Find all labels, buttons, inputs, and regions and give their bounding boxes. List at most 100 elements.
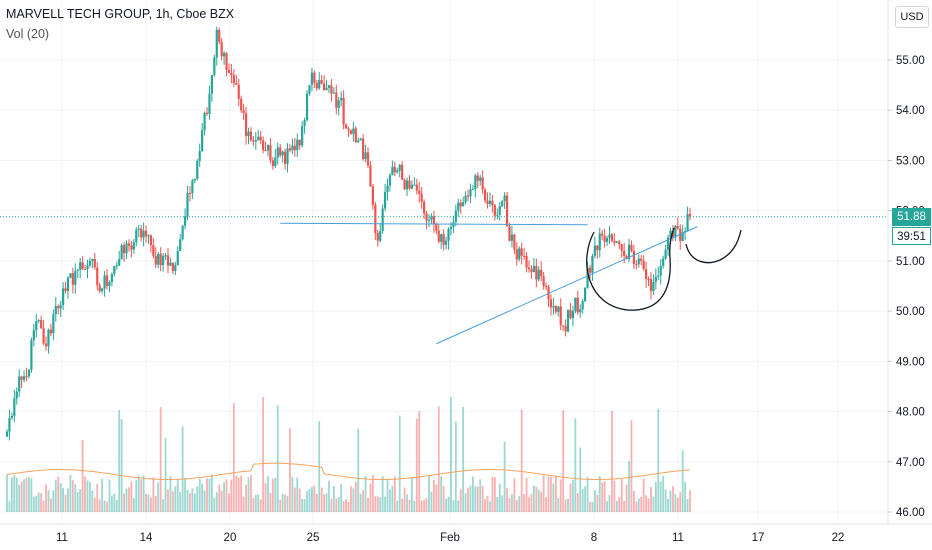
volume-bar: [542, 475, 545, 512]
candle: [42, 320, 45, 346]
candle: [220, 37, 223, 61]
candle: [574, 297, 577, 314]
volume-bar: [250, 475, 252, 512]
candle: [83, 264, 87, 270]
candle: [152, 238, 155, 259]
currency-button[interactable]: USD: [895, 6, 929, 28]
candle: [59, 300, 62, 318]
candle: [281, 150, 284, 163]
candle: [457, 198, 460, 217]
volume-bar: [408, 499, 411, 512]
volume-bar: [432, 479, 435, 512]
candle: [142, 222, 145, 247]
candle: [632, 244, 635, 269]
candle: [86, 259, 89, 279]
volume-bar: [376, 496, 379, 512]
volume-bar: [632, 490, 635, 512]
candle: [188, 185, 192, 202]
volume-bar: [176, 478, 179, 512]
volume-bar: [672, 486, 674, 512]
candle: [159, 247, 162, 272]
volume-bar: [84, 476, 86, 512]
volume-bar: [347, 501, 350, 512]
candle: [313, 70, 316, 89]
volume-bar: [537, 489, 540, 512]
volume-bar: [503, 441, 506, 512]
volume-bar: [489, 501, 491, 512]
volume-bar: [76, 492, 79, 512]
volume-bar: [523, 494, 526, 512]
volume-bar: [479, 479, 482, 512]
volume-bar: [613, 480, 616, 512]
candle: [52, 309, 55, 341]
volume-bar: [642, 478, 645, 512]
candle: [96, 262, 99, 291]
candle: [554, 305, 557, 315]
candle: [235, 74, 238, 85]
candle: [352, 121, 355, 142]
candle: [674, 225, 677, 242]
candle: [183, 208, 187, 230]
volume-bar: [454, 421, 457, 512]
candle: [552, 297, 555, 315]
volume-indicator-label[interactable]: Vol (20): [6, 27, 50, 41]
volume-bar: [71, 480, 74, 512]
volume-bar: [79, 489, 82, 512]
volume-bar: [128, 487, 130, 512]
volume-bar: [389, 489, 391, 512]
volume-bar: [501, 495, 504, 512]
candle: [505, 192, 509, 227]
volume-bar: [515, 499, 518, 512]
volume-bar: [167, 489, 169, 512]
candle: [454, 204, 457, 227]
volume-bar: [135, 479, 138, 512]
candle: [74, 263, 77, 294]
time-tick-label: 11: [672, 532, 684, 544]
volume-bar: [557, 498, 560, 512]
candle: [647, 276, 650, 287]
volume-bar: [350, 486, 352, 512]
volume-bar: [115, 499, 118, 512]
candle: [608, 226, 611, 244]
candle: [320, 74, 323, 85]
volume-bar: [391, 485, 394, 512]
volume-bar: [281, 493, 284, 512]
candle: [157, 251, 160, 269]
volume-bar: [193, 493, 196, 512]
volume-bar: [313, 485, 316, 512]
candle: [340, 91, 343, 107]
volume-bar: [567, 498, 569, 512]
candle: [374, 202, 377, 240]
volume-bar: [169, 476, 172, 512]
volume-bar: [328, 480, 330, 512]
candle: [447, 227, 450, 250]
volume-bar: [152, 477, 155, 512]
freehand-drawings: [586, 227, 742, 311]
candle: [149, 234, 153, 253]
candle: [684, 227, 687, 241]
volume-bar: [481, 485, 484, 512]
volume-bar: [159, 407, 162, 512]
volume-bar: [657, 408, 660, 512]
time-tick-label: 8: [591, 532, 597, 544]
candle: [474, 173, 477, 198]
candle: [591, 253, 594, 281]
volume-bar: [518, 495, 521, 512]
candle: [535, 258, 538, 288]
volume-bar: [213, 497, 216, 512]
candle: [154, 247, 157, 269]
volume-bar: [508, 498, 511, 512]
volume-bar: [464, 493, 467, 512]
candle: [542, 271, 545, 290]
candle: [262, 136, 265, 154]
candle: [108, 280, 111, 293]
trendlines: [280, 222, 698, 345]
volume-bar: [162, 499, 165, 512]
candle: [93, 253, 96, 270]
candle: [440, 233, 443, 249]
candle: [332, 87, 335, 94]
volume-bar: [589, 501, 591, 512]
candle: [210, 74, 213, 102]
symbol-title: MARVELL TECH GROUP, 1h, Cboe BZX: [6, 7, 235, 21]
